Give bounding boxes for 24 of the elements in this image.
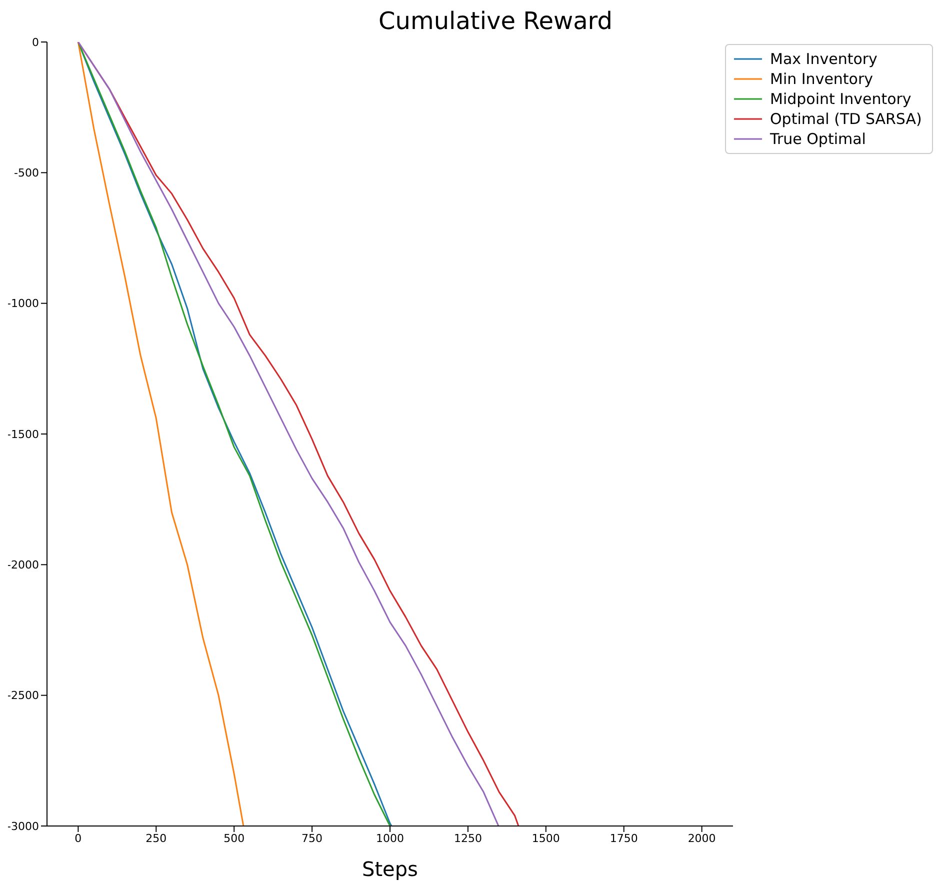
x-tick-label: 1750 xyxy=(610,832,638,845)
y-tick-label: -1500 xyxy=(7,428,39,441)
y-tick-label: 0 xyxy=(32,36,39,49)
y-tick-label: -3000 xyxy=(7,820,39,833)
y-tick-label: -1000 xyxy=(7,297,39,310)
x-tick-label: 750 xyxy=(302,832,323,845)
legend-label: True Optimal xyxy=(770,129,866,149)
x-tick-label: 1250 xyxy=(454,832,482,845)
legend-label: Midpoint Inventory xyxy=(770,89,912,109)
x-tick-label: 1000 xyxy=(376,832,404,845)
x-tick-label: 2000 xyxy=(688,832,716,845)
y-tick-label: -2000 xyxy=(7,558,39,572)
line-series xyxy=(77,42,244,826)
legend-label: Min Inventory xyxy=(770,69,874,89)
legend-label: Optimal (TD SARSA) xyxy=(770,109,922,129)
x-tick-label: 500 xyxy=(224,832,245,845)
y-tick-label: -2500 xyxy=(7,689,39,702)
x-axis-title: Steps xyxy=(362,857,418,881)
y-tick-label: -500 xyxy=(14,166,39,180)
x-tick-label: 1500 xyxy=(532,832,560,845)
chart-title: Cumulative Reward xyxy=(378,7,614,35)
x-tick-label: 0 xyxy=(74,832,82,845)
legend-label: Max Inventory xyxy=(770,49,878,69)
x-tick-label: 250 xyxy=(146,832,167,845)
